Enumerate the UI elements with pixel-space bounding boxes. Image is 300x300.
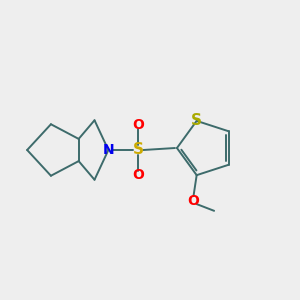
- Text: S: S: [133, 142, 144, 158]
- Text: O: O: [188, 194, 200, 208]
- Text: S: S: [191, 113, 202, 128]
- Text: O: O: [132, 118, 144, 132]
- Text: O: O: [132, 168, 144, 182]
- Text: N: N: [103, 143, 114, 157]
